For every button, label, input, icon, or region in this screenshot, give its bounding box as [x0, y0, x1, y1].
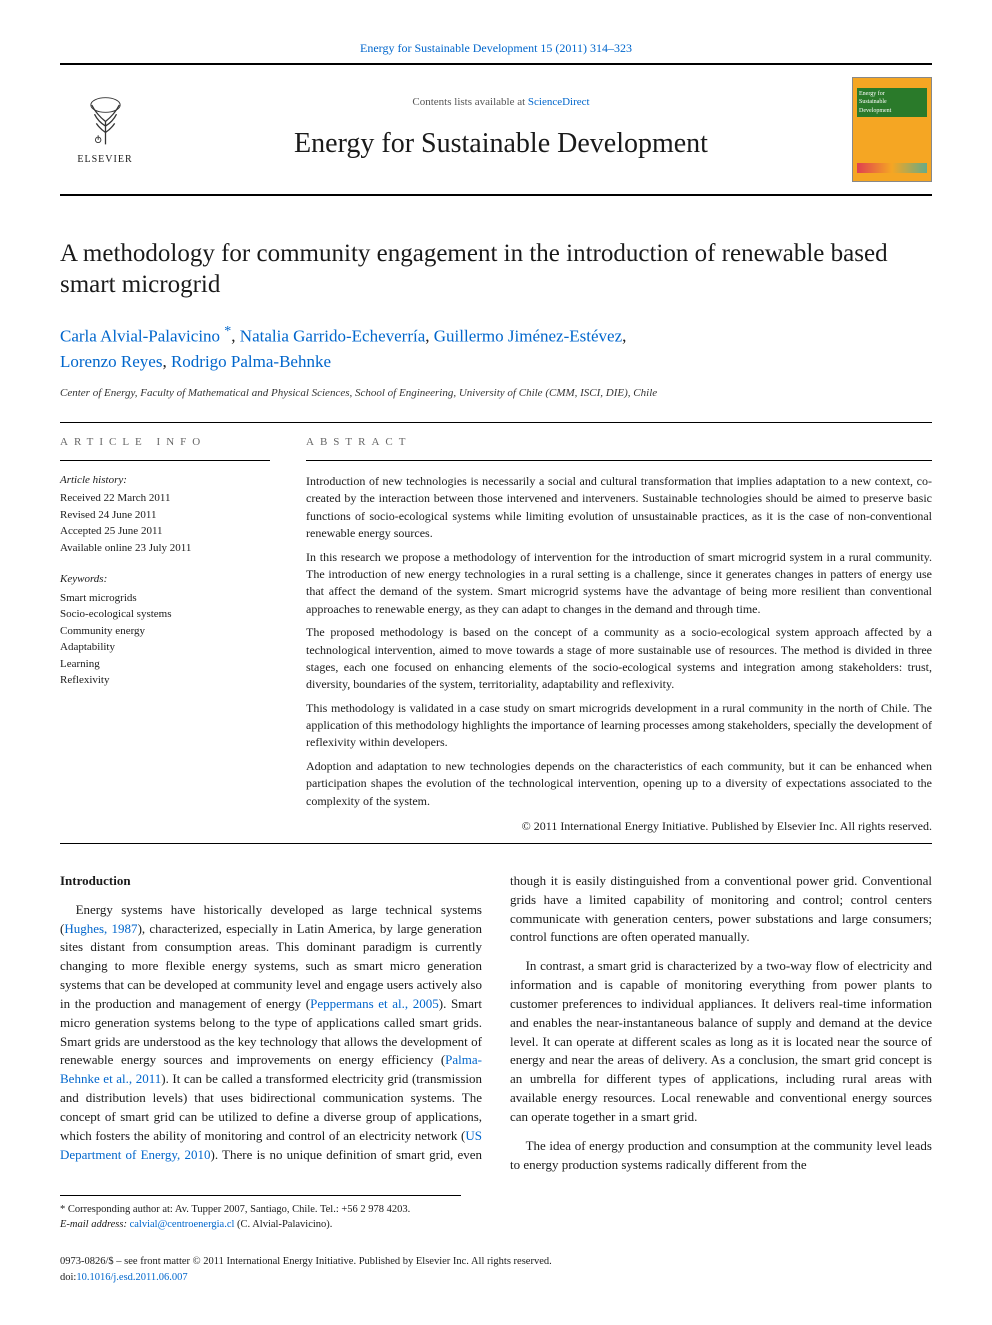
abstract-copyright: © 2011 International Energy Initiative. …: [306, 818, 932, 835]
affiliation: Center of Energy, Faculty of Mathematica…: [60, 386, 932, 401]
cover-color-strip: [857, 163, 927, 173]
masthead-center: Contents lists available at ScienceDirec…: [170, 95, 832, 164]
keyword-0: Smart microgrids: [60, 590, 270, 607]
divider-top: [60, 422, 932, 423]
abstract-para-1: In this research we propose a methodolog…: [306, 549, 932, 619]
article-info-column: article info Article history: Received 2…: [60, 435, 270, 835]
abstract-para-4: Adoption and adaptation to new technolog…: [306, 758, 932, 810]
bottom-meta: 0973-0826/$ – see front matter © 2011 In…: [60, 1254, 932, 1286]
ref-hughes[interactable]: Hughes, 1987: [64, 921, 137, 936]
journal-name: Energy for Sustainable Development: [170, 124, 832, 163]
article-info-label: article info: [60, 435, 270, 450]
history-line-2: Accepted 25 June 2011: [60, 523, 270, 540]
sciencedirect-link[interactable]: ScienceDirect: [528, 96, 590, 108]
divider-info: [60, 460, 270, 461]
history-line-3: Available online 23 July 2011: [60, 540, 270, 557]
history-block: Article history: Received 22 March 2011 …: [60, 473, 270, 556]
publisher-logo-block: ELSEVIER: [60, 91, 150, 167]
journal-cover-thumbnail: Energy for Sustainable Development: [852, 77, 932, 182]
abstract-para-2: The proposed methodology is based on the…: [306, 624, 932, 694]
author-link-2[interactable]: Guillermo Jiménez-Estévez: [434, 327, 622, 346]
abstract-column: abstract Introduction of new technologie…: [306, 435, 932, 835]
contents-line: Contents lists available at ScienceDirec…: [170, 95, 832, 110]
contents-prefix: Contents lists available at: [412, 96, 527, 108]
keyword-1: Socio-ecological systems: [60, 606, 270, 623]
keyword-3: Adaptability: [60, 639, 270, 656]
author-link-3[interactable]: Lorenzo Reyes: [60, 352, 162, 371]
author-list: Carla Alvial-Palavicino *, Natalia Garri…: [60, 322, 932, 374]
keyword-4: Learning: [60, 656, 270, 673]
ref-peppermans[interactable]: Peppermans et al., 2005: [310, 996, 439, 1011]
history-line-0: Received 22 March 2011: [60, 490, 270, 507]
intro-heading: Introduction: [60, 872, 482, 891]
journal-masthead: ELSEVIER Contents lists available at Sci…: [60, 63, 932, 196]
issn-line: 0973-0826/$ – see front matter © 2011 In…: [60, 1254, 932, 1270]
author-link-0[interactable]: Carla Alvial-Palavicino: [60, 327, 220, 346]
keyword-5: Reflexivity: [60, 672, 270, 689]
body-columns: Introduction Energy systems have histori…: [60, 872, 932, 1175]
keyword-2: Community energy: [60, 623, 270, 640]
publisher-label: ELSEVIER: [77, 153, 132, 167]
cover-title-strip: Energy for Sustainable Development: [857, 88, 927, 117]
keywords-block: Keywords: Smart microgrids Socio-ecologi…: [60, 572, 270, 688]
body-para-3: The idea of energy production and consum…: [510, 1137, 932, 1175]
divider-bottom: [60, 843, 932, 844]
history-head: Article history:: [60, 473, 270, 488]
abstract-para-0: Introduction of new technologies is nece…: [306, 473, 932, 543]
author-link-1[interactable]: Natalia Garrido-Echeverría: [240, 327, 425, 346]
corresponding-footnote: * Corresponding author at: Av. Tupper 20…: [60, 1202, 461, 1217]
doi-link[interactable]: 10.1016/j.esd.2011.06.007: [76, 1272, 187, 1283]
email-link[interactable]: calvial@centroenergia.cl: [130, 1219, 235, 1230]
keywords-head: Keywords:: [60, 572, 270, 587]
corresponding-star-icon[interactable]: *: [224, 324, 231, 339]
author-link-4[interactable]: Rodrigo Palma-Behnke: [171, 352, 331, 371]
citation-link-text[interactable]: Energy for Sustainable Development 15 (2…: [360, 41, 632, 55]
email-label: E-mail address:: [60, 1219, 130, 1230]
elsevier-tree-icon: [75, 91, 135, 151]
body-para-2: In contrast, a smart grid is characteriz…: [510, 957, 932, 1127]
email-footnote: E-mail address: calvial@centroenergia.cl…: [60, 1217, 461, 1232]
abstract-para-3: This methodology is validated in a case …: [306, 700, 932, 752]
journal-citation-link[interactable]: Energy for Sustainable Development 15 (2…: [60, 40, 932, 57]
article-title: A methodology for community engagement i…: [60, 238, 932, 301]
email-suffix: (C. Alvial-Palavicino).: [234, 1219, 332, 1230]
divider-abstract: [306, 460, 932, 461]
footnotes-block: * Corresponding author at: Av. Tupper 20…: [60, 1195, 461, 1232]
doi-prefix: doi:: [60, 1272, 76, 1283]
meta-abstract-row: article info Article history: Received 2…: [60, 435, 932, 835]
history-line-1: Revised 24 June 2011: [60, 507, 270, 524]
doi-line: doi:10.1016/j.esd.2011.06.007: [60, 1270, 932, 1286]
abstract-label: abstract: [306, 435, 932, 450]
